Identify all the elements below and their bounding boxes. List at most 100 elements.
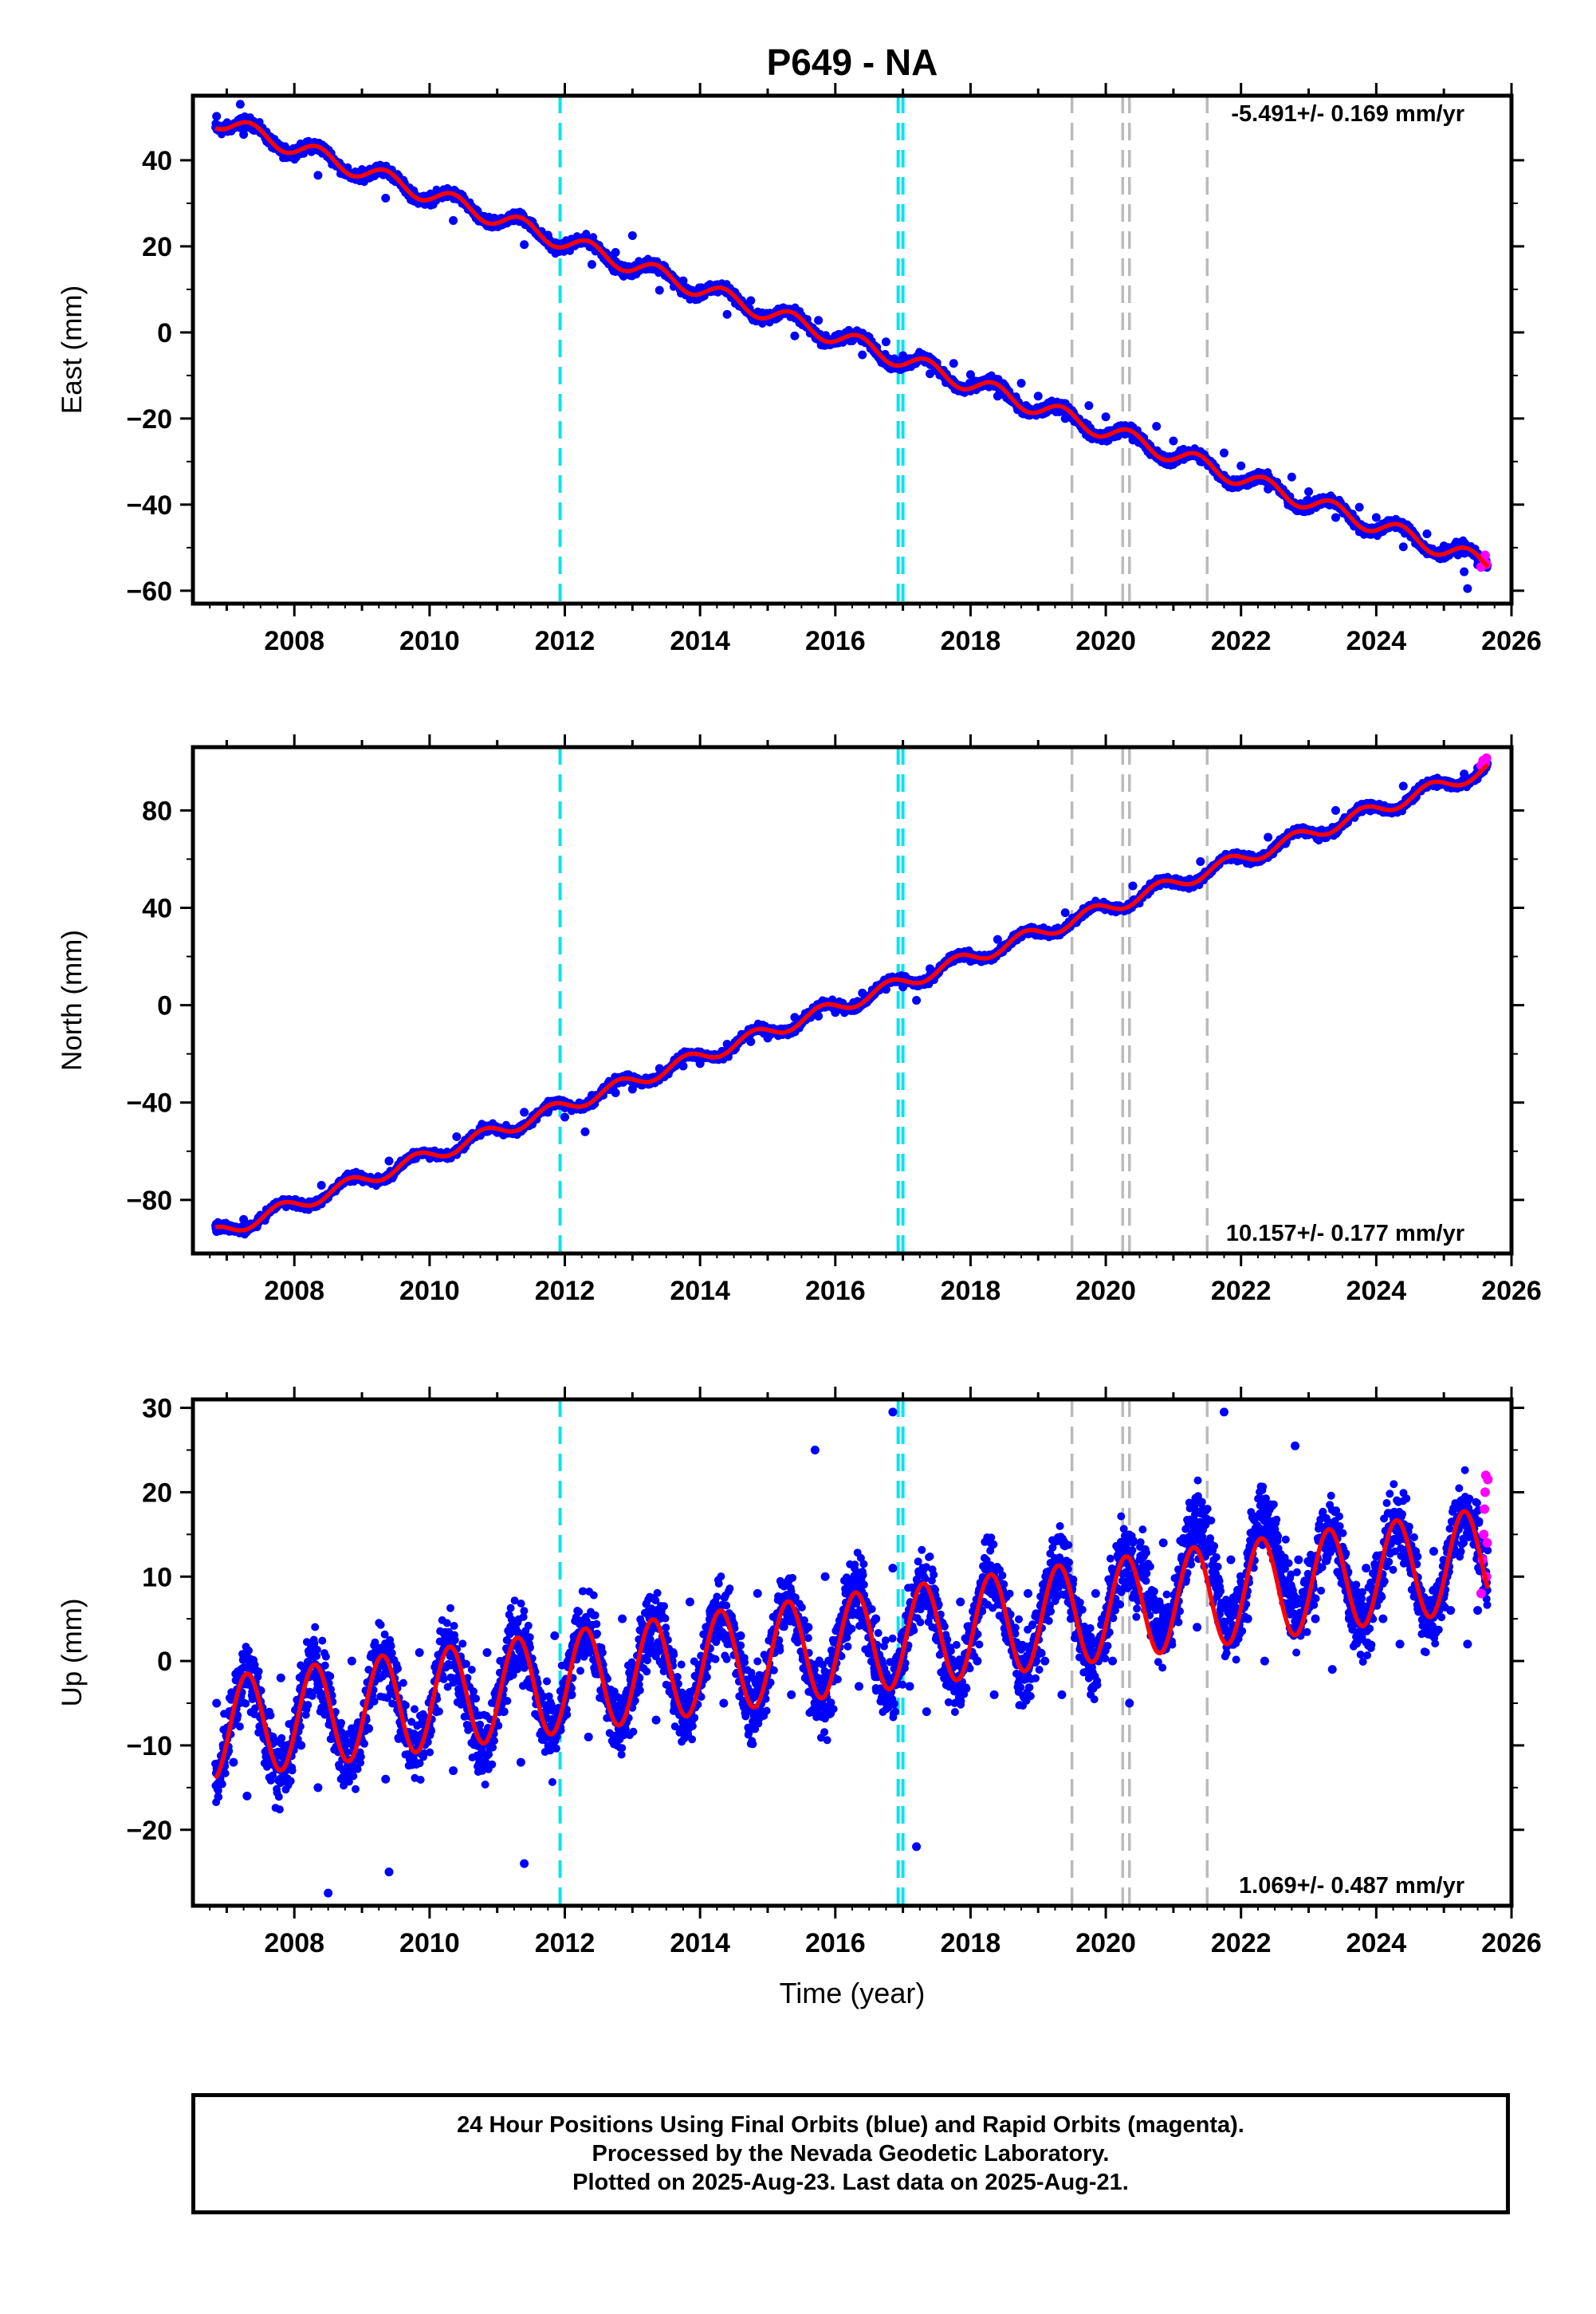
- x-tick-label: 2014: [670, 626, 730, 656]
- final-orbit-point: [1152, 422, 1162, 431]
- final-orbit-point: [313, 1783, 323, 1793]
- x-tick-label: 2012: [535, 1276, 596, 1306]
- final-orbit-point: [1354, 502, 1364, 512]
- final-orbit-point: [235, 100, 245, 109]
- final-orbit-point: [316, 1181, 326, 1190]
- x-tick-label: 2020: [1075, 1928, 1136, 1958]
- final-orbit-point: [627, 230, 637, 240]
- final-orbit-point: [922, 1707, 931, 1717]
- final-orbit-point: [520, 1108, 529, 1117]
- east-y-axis-label: East (mm): [57, 285, 88, 414]
- final-orbit-point: [1362, 1564, 1371, 1573]
- final-orbit-point: [965, 370, 975, 380]
- final-orbit-points: [212, 763, 1483, 1237]
- final-orbit-point: [814, 1011, 824, 1021]
- final-orbit-point: [520, 240, 529, 250]
- y-tick-label: 40: [142, 146, 172, 176]
- final-orbit-point: [881, 985, 890, 994]
- rapid-orbit-point: [1480, 1487, 1490, 1497]
- final-orbit-point: [1460, 769, 1469, 779]
- final-orbit-point: [482, 1648, 492, 1657]
- final-orbit-point: [313, 171, 323, 180]
- x-tick-label: 2018: [941, 1276, 1001, 1306]
- final-orbit-point: [560, 1112, 570, 1122]
- final-orbit-point: [611, 1088, 620, 1098]
- final-orbit-point: [831, 1008, 840, 1017]
- final-orbit-point: [1220, 448, 1229, 458]
- final-orbit-point: [212, 112, 222, 121]
- final-orbit-point: [229, 1757, 238, 1767]
- y-tick-label: −20: [126, 1816, 172, 1846]
- x-tick-label: 2026: [1481, 1276, 1542, 1306]
- final-orbit-point: [973, 1656, 982, 1666]
- x-tick-label: 2014: [670, 1276, 730, 1306]
- final-orbit-point: [926, 369, 935, 379]
- final-orbit-point: [1331, 805, 1340, 815]
- final-orbit-point: [858, 350, 867, 360]
- final-orbit-point: [1331, 513, 1340, 522]
- north-model-line: [214, 762, 1490, 1233]
- footer-line-2: Processed by the Nevada Geodetic Laborat…: [592, 2141, 1110, 2166]
- final-orbit-point: [993, 935, 1002, 944]
- final-orbit-point: [989, 1690, 999, 1699]
- final-orbit-point: [1226, 1555, 1236, 1564]
- final-orbit-point: [1060, 908, 1070, 918]
- x-tick-label: 2016: [805, 626, 866, 656]
- final-orbit-point: [415, 1648, 424, 1657]
- final-orbit-point: [736, 1631, 745, 1640]
- x-tick-label: 2022: [1211, 626, 1272, 656]
- final-orbit-point: [651, 1715, 661, 1725]
- final-orbit-point: [668, 1648, 678, 1657]
- final-orbit-point: [1243, 1614, 1252, 1623]
- x-tick-label: 2016: [805, 1928, 866, 1958]
- y-tick-label: 0: [157, 1647, 172, 1677]
- final-orbit-cloud: [211, 1466, 1492, 1814]
- up-model-line: [213, 1509, 1490, 1780]
- final-orbit-point: [722, 1039, 732, 1049]
- final-orbit-point: [787, 1690, 796, 1699]
- final-orbit-point: [1398, 542, 1408, 552]
- final-orbit-point: [1304, 487, 1314, 497]
- x-tick-label: 2018: [941, 1928, 1001, 1958]
- east-rate-label: -5.491+/- 0.169 mm/yr: [1231, 101, 1464, 127]
- final-orbit-point: [1196, 856, 1205, 866]
- chart-title: P649 - NA: [767, 41, 938, 83]
- final-orbit-point: [678, 1061, 688, 1071]
- final-orbit-point: [212, 1227, 222, 1237]
- final-orbit-point: [516, 1757, 525, 1767]
- final-orbit-point: [1128, 435, 1138, 445]
- x-tick-label: 2024: [1346, 626, 1407, 656]
- final-orbit-point: [449, 216, 458, 226]
- final-orbit-point: [1264, 484, 1273, 494]
- final-orbit-point: [814, 316, 824, 325]
- final-orbit-point: [1398, 781, 1408, 791]
- rapid-orbit-point: [1483, 1474, 1493, 1485]
- final-orbit-scatter: [211, 1466, 1492, 1814]
- final-orbit-point: [584, 1732, 593, 1741]
- x-tick-label: 2008: [264, 1928, 324, 1958]
- final-orbit-point: [871, 1614, 881, 1623]
- x-tick-label: 2012: [535, 626, 596, 656]
- rapid-orbit-point: [1476, 1588, 1486, 1599]
- event-lines: [558, 747, 1209, 1253]
- final-orbit-point: [1378, 1614, 1388, 1623]
- x-tick-label: 2008: [264, 626, 324, 656]
- final-orbit-point: [550, 1631, 560, 1640]
- final-orbit-point: [1060, 414, 1070, 423]
- final-orbit-point: [881, 337, 890, 347]
- up-axes: 2008 2010 2012 2014 2016 2018 2020 2022 2024 2026…: [126, 1387, 1542, 1958]
- final-orbit-point: [719, 1698, 729, 1708]
- final-orbit-point: [297, 1741, 306, 1750]
- final-orbit-point: [763, 1033, 772, 1043]
- final-orbit-point: [1220, 1407, 1229, 1417]
- final-orbit-point: [695, 1059, 705, 1068]
- final-orbit-point: [746, 1037, 756, 1046]
- final-orbit-point: [898, 351, 908, 360]
- final-orbit-point: [1287, 472, 1296, 482]
- final-orbit-point: [820, 1572, 830, 1581]
- x-tick-label: 2024: [1346, 1928, 1407, 1958]
- final-orbit-point: [1016, 379, 1026, 388]
- final-orbit-point: [722, 309, 732, 319]
- final-orbit-point: [1193, 1623, 1202, 1632]
- final-orbit-point: [804, 1623, 813, 1632]
